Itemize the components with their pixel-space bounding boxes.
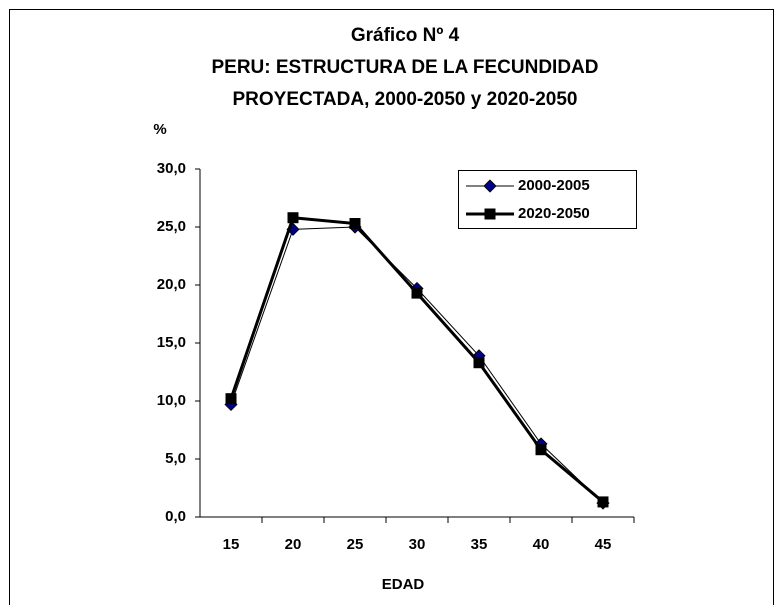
y-tick-label: 0,0 — [165, 508, 186, 525]
x-tick-label: 45 — [595, 536, 612, 553]
x-tick-label: 20 — [285, 536, 302, 553]
x-tick-label: 15 — [223, 536, 240, 553]
data-point — [349, 218, 361, 230]
data-point — [411, 287, 423, 299]
x-tick-label: 40 — [533, 536, 550, 553]
x-tick-label: 30 — [409, 536, 426, 553]
y-tick-label: 15,0 — [157, 334, 186, 351]
y-tick-label: 20,0 — [157, 276, 186, 293]
y-tick-label: 25,0 — [157, 218, 186, 235]
frame — [9, 9, 774, 605]
x-tick-label: 35 — [471, 536, 488, 553]
y-axis-label: % — [153, 121, 166, 138]
y-tick-label: 30,0 — [157, 160, 186, 177]
data-point — [287, 212, 299, 224]
chart-title: PROYECTADA, 2000-2050 y 2020-2050 — [232, 89, 577, 110]
data-point — [597, 496, 609, 508]
legend-marker — [483, 179, 497, 193]
legend-marker — [484, 208, 496, 220]
y-tick-label: 5,0 — [165, 450, 186, 467]
x-tick-label: 25 — [347, 536, 364, 553]
y-tick-label: 10,0 — [157, 392, 186, 409]
x-axis-label: EDAD — [382, 576, 425, 593]
series-line — [230, 226, 604, 504]
data-point — [225, 393, 237, 405]
data-point — [473, 357, 485, 369]
legend-label: 2020-2050 — [518, 205, 590, 222]
series-line — [229, 216, 604, 504]
legend-label: 2000-2005 — [518, 177, 590, 194]
data-point — [535, 444, 547, 456]
chart-title: PERU: ESTRUCTURA DE LA FECUNDIDAD — [211, 57, 598, 78]
chart-title: Gráfico Nº 4 — [351, 25, 460, 46]
